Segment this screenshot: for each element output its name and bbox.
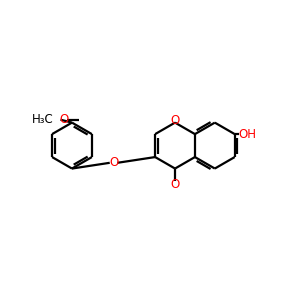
Text: O: O [170, 178, 180, 191]
Text: OH: OH [238, 128, 256, 141]
Text: H₃C: H₃C [32, 113, 53, 126]
Text: O: O [109, 156, 118, 169]
Text: O: O [59, 113, 68, 126]
Text: O: O [170, 114, 180, 127]
